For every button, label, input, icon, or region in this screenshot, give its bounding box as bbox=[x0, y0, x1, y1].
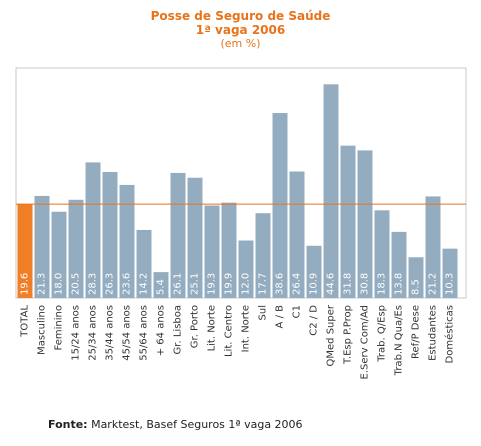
category-label-6: 45/54 anos bbox=[122, 305, 133, 361]
value-label-22: 13.8 bbox=[394, 273, 405, 295]
source-label: Fonte: bbox=[48, 418, 88, 431]
category-label-15: A / B bbox=[275, 305, 286, 329]
value-label-3: 20.5 bbox=[71, 273, 82, 295]
bar-25 bbox=[442, 248, 458, 298]
value-label-2: 18.0 bbox=[54, 273, 65, 295]
value-label-17: 10.9 bbox=[309, 273, 320, 295]
bar-3 bbox=[68, 199, 84, 298]
chart-title-wave: 1ª vaga 2006 bbox=[195, 23, 286, 37]
bar-22 bbox=[391, 231, 407, 298]
category-label-2: Feminino bbox=[54, 305, 65, 350]
bar-6 bbox=[119, 184, 135, 298]
value-label-14: 17.7 bbox=[258, 273, 269, 295]
category-label-25: Domésticas bbox=[444, 305, 456, 363]
value-label-20: 30.8 bbox=[360, 273, 371, 295]
value-label-21: 18.3 bbox=[377, 273, 388, 295]
value-label-18: 44.6 bbox=[326, 273, 337, 295]
category-label-4: 25/34 anos bbox=[88, 305, 99, 361]
category-label-20: E.Serv Com/Ad bbox=[360, 305, 371, 379]
value-label-23: 8.5 bbox=[411, 279, 422, 295]
category-label-13: Int. Norte bbox=[241, 305, 252, 352]
bar-19 bbox=[340, 145, 356, 298]
bar-20 bbox=[357, 150, 373, 298]
value-label-4: 28.3 bbox=[88, 273, 99, 295]
value-label-16: 26.4 bbox=[292, 273, 303, 295]
bar-21 bbox=[374, 210, 390, 298]
value-label-15: 38.6 bbox=[275, 273, 286, 295]
bar-14 bbox=[255, 213, 271, 298]
category-label-5: 35/44 anos bbox=[105, 305, 116, 361]
value-label-13: 12.0 bbox=[241, 273, 252, 295]
bar-chart: 19.6 TOTAL 21.3 Masculino 18.0 Feminino 20.5 15… bbox=[15, 67, 467, 379]
value-label-11: 19.3 bbox=[207, 273, 218, 295]
category-label-10: Gr. Porto bbox=[190, 305, 201, 348]
chart-subtitle: (em %) bbox=[220, 37, 261, 50]
category-label-0: TOTAL bbox=[20, 305, 31, 338]
bar-16 bbox=[289, 171, 305, 298]
bar-0 bbox=[17, 204, 33, 298]
bar-1 bbox=[34, 195, 50, 298]
category-label-24: Estudantes bbox=[428, 305, 439, 361]
category-label-17: C2 / D bbox=[309, 305, 320, 336]
value-label-10: 25.1 bbox=[190, 273, 201, 295]
bar-23 bbox=[408, 257, 424, 298]
value-label-9: 26.1 bbox=[173, 273, 184, 295]
bar-11 bbox=[204, 205, 220, 298]
bar-4 bbox=[85, 162, 101, 298]
value-label-19: 31.8 bbox=[343, 273, 354, 295]
source-note: Fonte: Marktest, Basef Seguros 1ª vaga 2… bbox=[48, 418, 303, 431]
value-label-5: 26.3 bbox=[105, 273, 116, 295]
bar-7 bbox=[136, 229, 152, 298]
bar-5 bbox=[102, 171, 118, 298]
value-label-12: 19.9 bbox=[224, 273, 235, 295]
source-text: Marktest, Basef Seguros 1ª vaga 2006 bbox=[87, 418, 303, 431]
value-label-6: 23.6 bbox=[122, 273, 133, 295]
bar-15 bbox=[272, 113, 288, 299]
value-label-7: 14.2 bbox=[139, 273, 150, 295]
category-label-1: Masculino bbox=[37, 305, 48, 355]
category-label-16: C1 bbox=[292, 305, 303, 318]
value-label-8: 5.4 bbox=[156, 279, 167, 295]
bar-12 bbox=[221, 202, 237, 298]
chart-title: Posse de Seguro de Saúde bbox=[150, 9, 331, 23]
category-label-22: Trab.N Qua/Es bbox=[394, 305, 405, 376]
bar-10 bbox=[187, 177, 203, 298]
bar-18 bbox=[323, 84, 339, 299]
bar-24 bbox=[425, 196, 441, 298]
bar-2 bbox=[51, 211, 67, 298]
value-label-24: 21.2 bbox=[428, 273, 439, 295]
category-label-11: Lit. Norte bbox=[207, 305, 218, 351]
chart-title-block: Posse de Seguro de Saúde 1ª vaga 2006 (e… bbox=[0, 9, 481, 51]
category-label-9: Gr. Lisboa bbox=[173, 305, 184, 354]
value-label-1: 21.3 bbox=[37, 273, 48, 295]
category-label-3: 15/24 anos bbox=[71, 305, 82, 361]
category-label-14: Sul bbox=[258, 305, 269, 320]
bar-8 bbox=[153, 272, 169, 298]
category-label-12: Lit. Centro bbox=[224, 305, 235, 357]
bar-17 bbox=[306, 245, 322, 298]
value-label-25: 10.3 bbox=[445, 273, 456, 295]
value-label-0: 19.6 bbox=[20, 273, 31, 295]
category-label-8: + 64 anos bbox=[156, 305, 167, 356]
category-label-19: T.Esp P.Prop bbox=[343, 305, 354, 365]
bar-13 bbox=[238, 240, 254, 298]
category-label-18: QMed Super bbox=[326, 304, 337, 366]
category-label-21: Trab. Q/Esp bbox=[377, 305, 388, 363]
category-label-23: Ref/P Dese bbox=[411, 305, 422, 359]
category-label-7: 55/64 anos bbox=[139, 305, 150, 361]
